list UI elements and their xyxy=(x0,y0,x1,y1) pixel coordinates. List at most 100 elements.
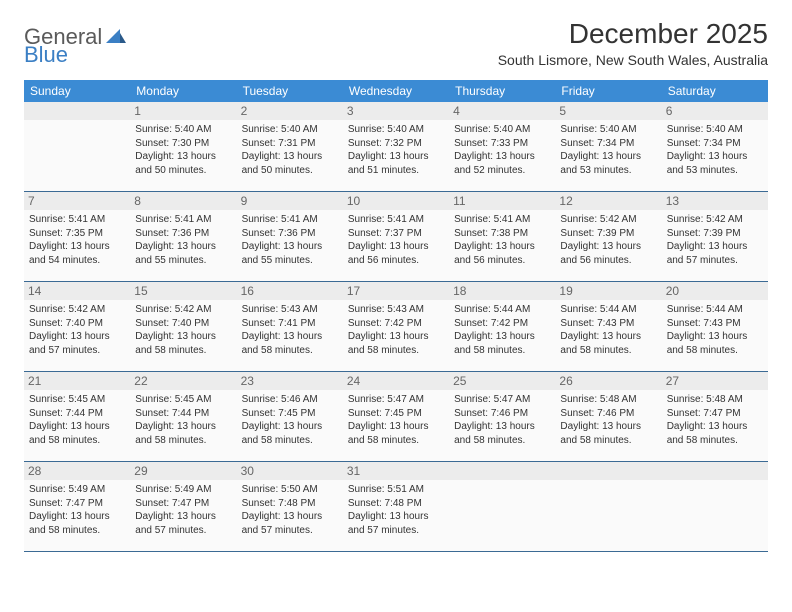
header: General December 2025 South Lismore, New… xyxy=(24,18,768,68)
daylight-text: Daylight: 13 hours and 57 minutes. xyxy=(29,330,125,357)
day-info: Sunrise: 5:49 AMSunset: 7:47 PMDaylight:… xyxy=(29,483,125,537)
day-info: Sunrise: 5:44 AMSunset: 7:42 PMDaylight:… xyxy=(454,303,550,357)
day-number: 9 xyxy=(237,192,343,210)
calendar-cell: 9 Sunrise: 5:41 AMSunset: 7:36 PMDaylight… xyxy=(237,192,343,282)
daylight-text: Daylight: 13 hours and 58 minutes. xyxy=(667,420,763,447)
calendar-cell: 4Sunrise: 5:40 AMSunset: 7:33 PMDaylight… xyxy=(449,102,555,192)
sunset-text: Sunset: 7:39 PM xyxy=(560,227,656,241)
daylight-text: Daylight: 13 hours and 56 minutes. xyxy=(454,240,550,267)
day-info: Sunrise: 5:47 AMSunset: 7:45 PMDaylight:… xyxy=(348,393,444,447)
sunset-text: Sunset: 7:35 PM xyxy=(29,227,125,241)
page-subtitle: South Lismore, New South Wales, Australi… xyxy=(498,52,768,68)
calendar-cell: 15Sunrise: 5:42 AMSunset: 7:40 PMDayligh… xyxy=(130,282,236,372)
calendar-cell xyxy=(555,462,661,552)
sunrise-text: Sunrise: 5:42 AM xyxy=(135,303,231,317)
sunset-text: Sunset: 7:46 PM xyxy=(454,407,550,421)
day-number: 24 xyxy=(343,372,449,390)
day-number: 6 xyxy=(662,102,768,120)
day-info: Sunrise: 5:40 AMSunset: 7:34 PMDaylight:… xyxy=(667,123,763,177)
daylight-text: Daylight: 13 hours and 52 minutes. xyxy=(454,150,550,177)
day-number: 17 xyxy=(343,282,449,300)
day-info: Sunrise: 5:49 AMSunset: 7:47 PMDaylight:… xyxy=(135,483,231,537)
day-info: Sunrise: 5:43 AMSunset: 7:41 PMDaylight:… xyxy=(242,303,338,357)
day-info: Sunrise: 5:41 AMSunset: 7:36 PMDaylight:… xyxy=(135,213,231,267)
day-info: Sunrise: 5:40 AMSunset: 7:31 PMDaylight:… xyxy=(242,123,338,177)
weekday-header: Sunday xyxy=(24,80,130,102)
weekday-header: Monday xyxy=(130,80,236,102)
calendar-row: 21Sunrise: 5:45 AMSunset: 7:44 PMDayligh… xyxy=(24,372,768,462)
day-info: Sunrise: 5:45 AMSunset: 7:44 PMDaylight:… xyxy=(135,393,231,447)
day-info: Sunrise: 5:44 AMSunset: 7:43 PMDaylight:… xyxy=(667,303,763,357)
daylight-text: Daylight: 13 hours and 58 minutes. xyxy=(135,420,231,447)
weekday-header: Wednesday xyxy=(343,80,449,102)
day-info: Sunrise: 5:41 AMSunset: 7:36 PMDaylight:… xyxy=(242,213,338,267)
calendar-row: 14Sunrise: 5:42 AMSunset: 7:40 PMDayligh… xyxy=(24,282,768,372)
sunrise-text: Sunrise: 5:44 AM xyxy=(560,303,656,317)
sunset-text: Sunset: 7:34 PM xyxy=(667,137,763,151)
logo-triangle-icon xyxy=(106,29,126,45)
sunrise-text: Sunrise: 5:41 AM xyxy=(135,213,231,227)
day-number: 5 xyxy=(555,102,661,120)
daylight-text: Daylight: 13 hours and 57 minutes. xyxy=(667,240,763,267)
daylight-text: Daylight: 13 hours and 57 minutes. xyxy=(135,510,231,537)
sunrise-text: Sunrise: 5:49 AM xyxy=(29,483,125,497)
calendar-cell: 10Sunrise: 5:41 AMSunset: 7:37 PMDayligh… xyxy=(343,192,449,282)
day-number: 12 xyxy=(555,192,661,210)
day-info: Sunrise: 5:44 AMSunset: 7:43 PMDaylight:… xyxy=(560,303,656,357)
day-number: 26 xyxy=(555,372,661,390)
calendar-cell: 23Sunrise: 5:46 AMSunset: 7:45 PMDayligh… xyxy=(237,372,343,462)
sunrise-text: Sunrise: 5:40 AM xyxy=(242,123,338,137)
sunrise-text: Sunrise: 5:40 AM xyxy=(560,123,656,137)
daylight-text: Daylight: 13 hours and 56 minutes. xyxy=(348,240,444,267)
sunrise-text: Sunrise: 5:47 AM xyxy=(454,393,550,407)
calendar-cell: 24 Sunrise: 5:47 AMSunset: 7:45 PMDayligh… xyxy=(343,372,449,462)
day-info: Sunrise: 5:50 AMSunset: 7:48 PMDaylight:… xyxy=(242,483,338,537)
sunrise-text: Sunrise: 5:40 AM xyxy=(135,123,231,137)
calendar-cell: 11Sunrise: 5:41 AMSunset: 7:38 PMDayligh… xyxy=(449,192,555,282)
daylight-text: Daylight: 13 hours and 50 minutes. xyxy=(135,150,231,177)
day-number xyxy=(24,102,130,120)
day-info: Sunrise: 5:48 AMSunset: 7:46 PMDaylight:… xyxy=(560,393,656,447)
daylight-text: Daylight: 13 hours and 58 minutes. xyxy=(348,330,444,357)
sunset-text: Sunset: 7:42 PM xyxy=(454,317,550,331)
sunset-text: Sunset: 7:45 PM xyxy=(348,407,444,421)
day-number: 11 xyxy=(449,192,555,210)
calendar-cell: 3Sunrise: 5:40 AMSunset: 7:32 PMDaylight… xyxy=(343,102,449,192)
sunrise-text: Sunrise: 5:40 AM xyxy=(454,123,550,137)
day-number: 7 xyxy=(24,192,130,210)
sunset-text: Sunset: 7:37 PM xyxy=(348,227,444,241)
calendar-table: Sunday Monday Tuesday Wednesday Thursday… xyxy=(24,80,768,552)
weekday-row: Sunday Monday Tuesday Wednesday Thursday… xyxy=(24,80,768,102)
day-number: 20 xyxy=(662,282,768,300)
sunset-text: Sunset: 7:39 PM xyxy=(667,227,763,241)
calendar-cell: 2Sunrise: 5:40 AMSunset: 7:31 PMDaylight… xyxy=(237,102,343,192)
day-info: Sunrise: 5:48 AMSunset: 7:47 PMDaylight:… xyxy=(667,393,763,447)
sunset-text: Sunset: 7:44 PM xyxy=(29,407,125,421)
weekday-header: Saturday xyxy=(662,80,768,102)
daylight-text: Daylight: 13 hours and 55 minutes. xyxy=(242,240,338,267)
sunrise-text: Sunrise: 5:42 AM xyxy=(560,213,656,227)
day-info: Sunrise: 5:40 AMSunset: 7:33 PMDaylight:… xyxy=(454,123,550,177)
page-title: December 2025 xyxy=(498,18,768,50)
calendar-cell: 18Sunrise: 5:44 AMSunset: 7:42 PMDayligh… xyxy=(449,282,555,372)
day-number: 21 xyxy=(24,372,130,390)
calendar-cell: 25 Sunrise: 5:47 AMSunset: 7:46 PMDayligh… xyxy=(449,372,555,462)
daylight-text: Daylight: 13 hours and 57 minutes. xyxy=(348,510,444,537)
sunrise-text: Sunrise: 5:41 AM xyxy=(29,213,125,227)
sunset-text: Sunset: 7:36 PM xyxy=(135,227,231,241)
weekday-header: Tuesday xyxy=(237,80,343,102)
calendar-cell: 14Sunrise: 5:42 AMSunset: 7:40 PMDayligh… xyxy=(24,282,130,372)
day-number: 22 xyxy=(130,372,236,390)
day-info: Sunrise: 5:40 AMSunset: 7:30 PMDaylight:… xyxy=(135,123,231,177)
day-number: 10 xyxy=(343,192,449,210)
sunrise-text: Sunrise: 5:48 AM xyxy=(560,393,656,407)
sunrise-text: Sunrise: 5:47 AM xyxy=(348,393,444,407)
day-info: Sunrise: 5:47 AMSunset: 7:46 PMDaylight:… xyxy=(454,393,550,447)
logo-word2: Blue xyxy=(24,42,68,67)
calendar-cell: 5Sunrise: 5:40 AMSunset: 7:34 PMDaylight… xyxy=(555,102,661,192)
sunrise-text: Sunrise: 5:45 AM xyxy=(29,393,125,407)
day-number: 25 xyxy=(449,372,555,390)
daylight-text: Daylight: 13 hours and 58 minutes. xyxy=(454,420,550,447)
day-number xyxy=(662,462,768,480)
calendar-cell: 28Sunrise: 5:49 AMSunset: 7:47 PMDayligh… xyxy=(24,462,130,552)
